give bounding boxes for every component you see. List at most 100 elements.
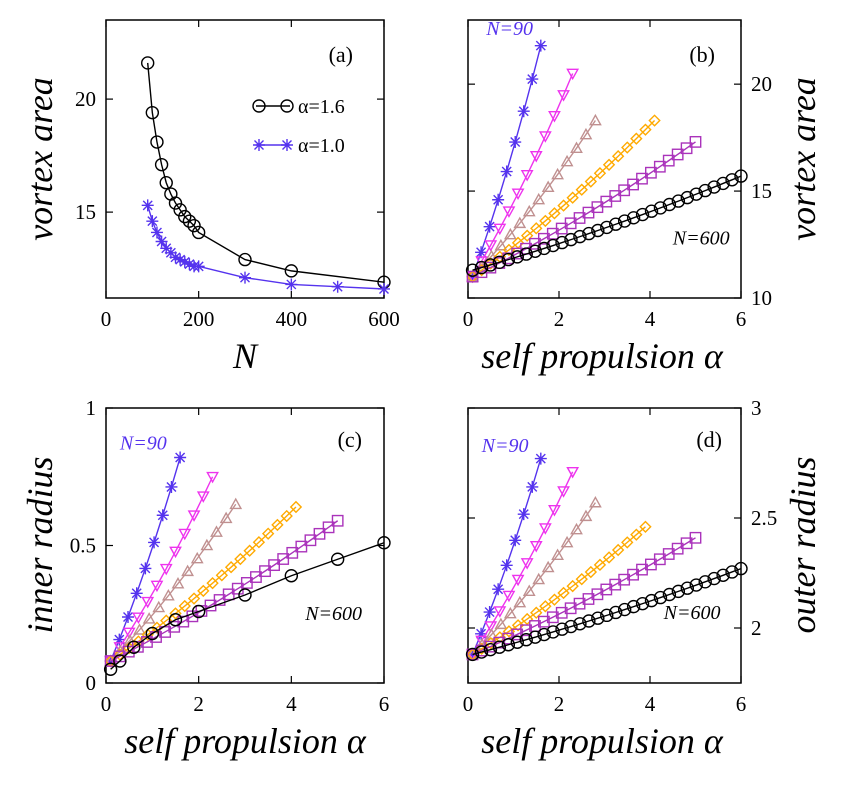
series-1-point (174, 253, 187, 266)
series-3-point (530, 606, 543, 619)
series-3-point (187, 592, 201, 605)
series-3-point (593, 558, 607, 572)
series-4-point (466, 648, 479, 661)
series-0-point (154, 157, 169, 172)
series-1-point (566, 466, 580, 479)
series-1-point (178, 255, 191, 268)
series-2-point (541, 180, 555, 193)
series-1-point (239, 271, 251, 284)
series-0-point (122, 610, 135, 623)
series-5-point (600, 220, 614, 235)
series-5-point (127, 640, 141, 654)
series-0-point (509, 136, 522, 149)
series-5-point (591, 223, 605, 238)
series-0-point (178, 209, 192, 224)
series-1-point (169, 251, 182, 264)
series-4-point (277, 553, 290, 565)
panel-d-xlabel: self propulsion α (481, 721, 724, 761)
series-3-point (261, 527, 275, 540)
series-1-point (178, 528, 192, 541)
series-5-point (191, 604, 206, 619)
series-2-point (513, 595, 527, 608)
series-3-point (566, 191, 579, 204)
series-0-point (492, 583, 505, 596)
series-5-point (284, 569, 299, 583)
x-tick-label: 0 (463, 692, 474, 716)
series-5-point (698, 183, 712, 198)
x-tick-label: 0 (101, 307, 112, 331)
series-0-point (182, 214, 197, 228)
series-1-point (484, 621, 498, 633)
series-5-point (635, 207, 650, 222)
panel-b-frame (467, 19, 742, 299)
x-tick-label: 6 (379, 692, 390, 716)
panel-a-ylabel: vortex area (20, 77, 60, 241)
series-5-point (537, 241, 551, 256)
series-5-point (591, 611, 605, 625)
y-tick-label: 2 (751, 616, 762, 640)
series-2-point (560, 154, 574, 167)
series-0-point (130, 587, 143, 600)
series-5-point (483, 642, 498, 657)
series-2-point (133, 623, 146, 635)
series-1-point (132, 612, 145, 624)
series-1-point (160, 242, 173, 255)
annotation-0: N=90 (119, 432, 167, 454)
series-0-point (104, 655, 117, 667)
series-0-point (500, 559, 513, 572)
series-1-point (141, 199, 154, 212)
series-4-point (304, 534, 317, 547)
series-3-point (539, 600, 552, 613)
series-2-point (123, 633, 137, 646)
panel-a-xticks: 0 200 400 600 (101, 20, 400, 331)
series-2-point (513, 216, 527, 229)
series-1-point (206, 471, 219, 484)
series-0-point (509, 534, 522, 547)
series-5-point (617, 602, 632, 617)
series-5-point (689, 187, 703, 201)
series-5-point (573, 617, 587, 631)
series-2-point (219, 511, 233, 524)
panel-d-yticks: 22.53 (468, 396, 777, 640)
series-0-point (113, 633, 126, 646)
series-1-point (548, 505, 561, 517)
panel-b-xlabel: self propulsion α (481, 336, 724, 376)
series-1-point (538, 523, 552, 535)
series-5-point (689, 578, 703, 592)
series-4-point (322, 521, 335, 534)
series-0-point (139, 562, 152, 575)
series-4-point (268, 559, 280, 572)
panel-d-label: (d) (696, 427, 722, 452)
panel-c-ylabel: inner radius (20, 456, 60, 633)
series-0-point (475, 627, 488, 640)
series-2-point (560, 535, 574, 548)
series-5-point (103, 662, 118, 676)
series-2-point (570, 141, 583, 154)
series-5-point (519, 247, 533, 261)
panel-d-frame (467, 407, 742, 684)
series-1-point (196, 491, 210, 503)
series-4-point (680, 142, 693, 155)
series-3-point (602, 551, 616, 564)
series-5-point (662, 197, 677, 212)
series-1-point (566, 68, 580, 81)
series-1-point (475, 635, 489, 648)
series-4-point (662, 154, 675, 167)
series-3-point (611, 150, 625, 163)
series-5-line (110, 542, 385, 670)
series-3-point (557, 586, 570, 600)
series-5-point (662, 587, 677, 602)
series-3-point (648, 114, 661, 127)
y-tick-label: 10 (751, 286, 772, 310)
series-1-point (378, 282, 390, 295)
series-3-point (621, 141, 634, 154)
series-5-point (238, 588, 252, 602)
series-2-point (190, 551, 204, 564)
legend-point (281, 139, 293, 151)
series-1-point (146, 215, 159, 228)
panel-d-series (465, 452, 748, 662)
x-tick-label: 2 (554, 692, 565, 716)
